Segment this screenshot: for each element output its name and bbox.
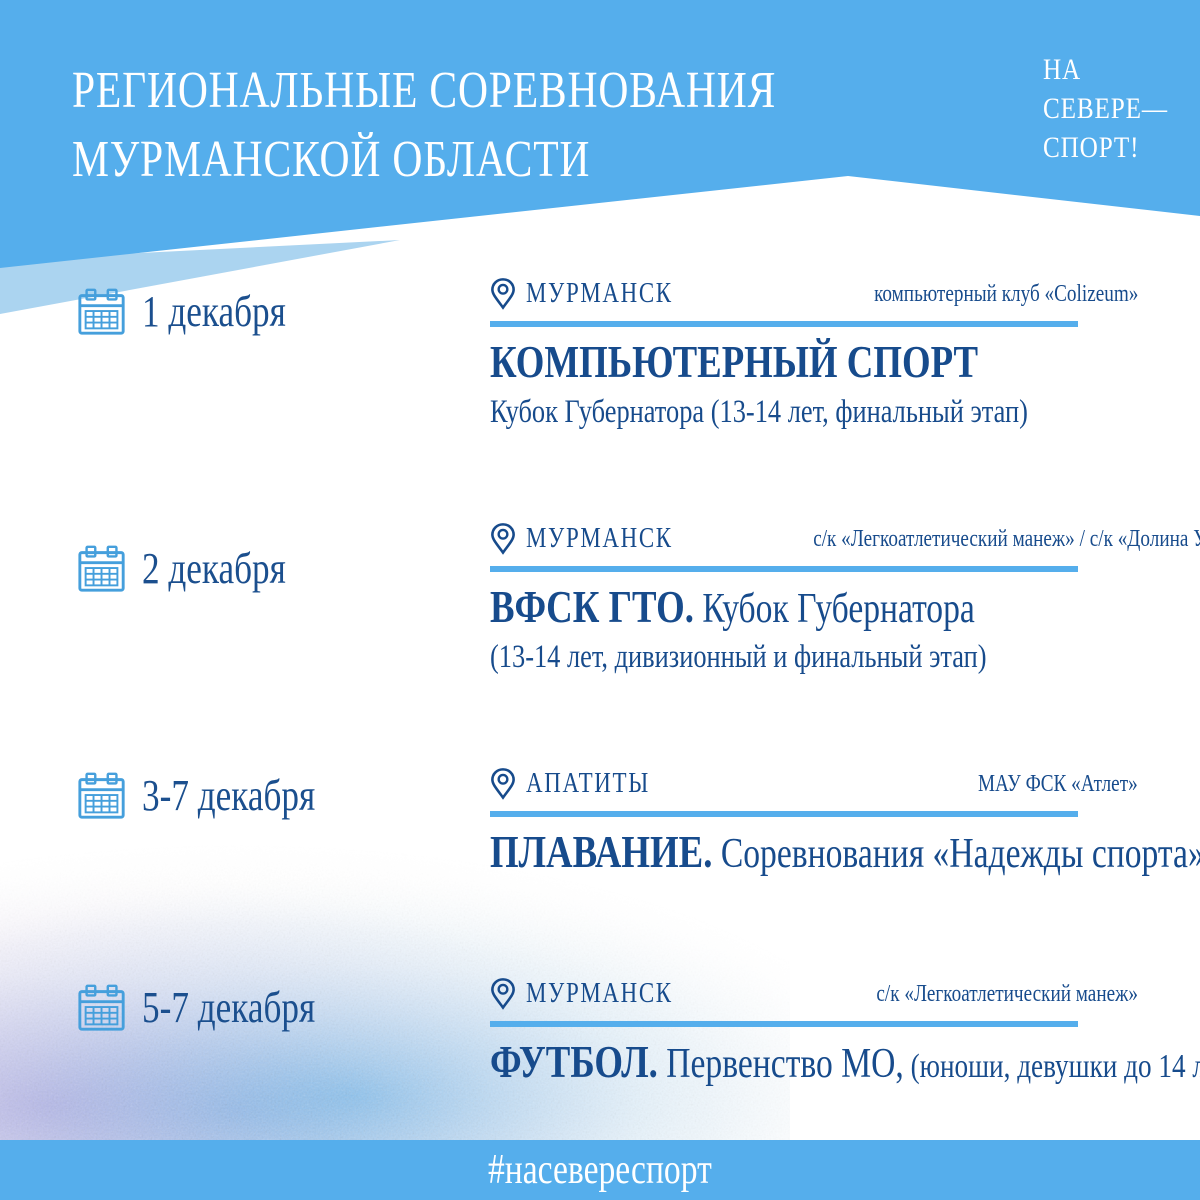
event-venue: с/к «Легкоатлетический манеж» / с/к «Дол… [813,525,1200,552]
event-venue: МАУ ФСК «Атлет» [978,770,1138,797]
page-title-line1: РЕГИОНАЛЬНЫЕ СОРЕВНОВАНИЯ [72,62,777,119]
event-city: АПАТИТЫ [526,768,650,799]
event-date: 1 декабря [76,286,322,338]
event-row: 1 декабря МУРМАНСК компьютерный клуб «Co… [0,276,1200,436]
location-pin-icon [490,277,516,311]
event-city: МУРМАНСК [526,978,673,1009]
calendar-icon [76,982,128,1034]
event-title: ФУТБОЛ. Первенство МО, (юноши, девушки д… [490,1036,1200,1087]
event-date-label: 1 декабря [142,287,286,336]
event-row: 3-7 декабря АПАТИТЫ МАУ ФСК «Атлет» ПЛАВ… [0,766,1200,896]
event-row: 5-7 декабря МУРМАНСК с/к «Легкоатлетичес… [0,976,1200,1106]
hashtag: #насевереспорт [488,1147,712,1193]
event-date-label: 5-7 декабря [142,983,316,1032]
event-city: МУРМАНСК [526,523,673,554]
event-date: 5-7 декабря [76,982,358,1034]
event-date-label: 3-7 декабря [142,771,316,820]
location-pin-icon [490,522,516,556]
divider-line [490,811,1078,817]
page-title-line2: МУРМАНСКОЙ ОБЛАСТИ [72,131,591,188]
event-date: 3-7 декабря [76,770,358,822]
event-title: ПЛАВАНИЕ. Соревнования «Надежды спорта» [490,826,1200,877]
grain-texture [0,828,790,1143]
divider-line [490,321,1078,327]
location-pin-icon [490,977,516,1011]
event-title: ВФСК ГТО. Кубок Губернатора [490,581,975,632]
calendar-icon [76,543,128,595]
calendar-icon [76,770,128,822]
location-pin-icon [490,767,516,801]
event-city: МУРМАНСК [526,278,673,309]
divider-line [490,1021,1078,1027]
event-subtitle: (13-14 лет, дивизионный и финальный этап… [490,639,987,675]
event-venue: компьютерный клуб «Colizeum» [873,280,1138,307]
event-date-label: 2 декабря [142,544,286,593]
event-row: 2 декабря МУРМАНСК с/к «Легкоатлетически… [0,521,1200,691]
event-title: КОМПЬЮТЕРНЫЙ СПОРТ [490,336,979,387]
divider-line [490,566,1078,572]
calendar-icon [76,286,128,338]
event-date: 2 декабря [76,543,322,595]
footer-bar: #насевереспорт [0,1140,1200,1200]
event-venue: с/к «Легкоатлетический манеж» [876,980,1138,1007]
event-subtitle: Кубок Губернатора (13-14 лет, финальный … [490,394,1028,430]
page-title: РЕГИОНАЛЬНЫЕ СОРЕВНОВАНИЯ МУРМАНСКОЙ ОБЛ… [72,56,776,194]
na-severe-sport-logo: НА СЕВЕРЕ— СПОРТ! [1043,53,1168,164]
